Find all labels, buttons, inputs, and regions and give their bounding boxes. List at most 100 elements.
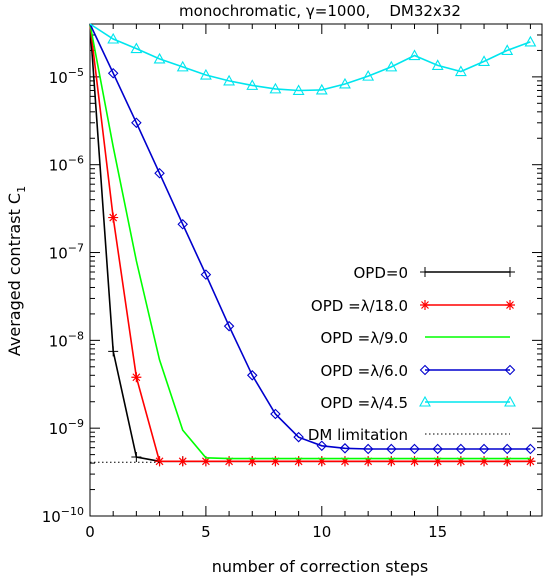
data-point bbox=[316, 456, 327, 467]
legend-marker bbox=[419, 395, 431, 407]
data-point bbox=[269, 82, 282, 94]
data-point bbox=[292, 84, 305, 96]
data-point bbox=[502, 456, 513, 467]
data-point bbox=[478, 443, 490, 455]
y-axis-label: Averaged contrast C1 bbox=[5, 186, 28, 356]
data-point bbox=[479, 456, 490, 467]
data-point bbox=[455, 456, 466, 467]
plot-frame bbox=[89, 23, 543, 517]
data-point bbox=[177, 456, 188, 467]
legend-marker bbox=[420, 267, 430, 277]
legend-item: OPD =λ/6.0 bbox=[320, 362, 516, 380]
legend-label: OPD =λ/6.0 bbox=[320, 362, 408, 380]
data-point bbox=[339, 456, 350, 467]
data-point bbox=[432, 456, 443, 467]
legend-item: OPD=0 bbox=[353, 264, 515, 282]
data-point bbox=[339, 77, 351, 89]
data-point bbox=[131, 372, 142, 383]
data-point bbox=[223, 74, 236, 86]
series-line bbox=[89, 23, 531, 92]
data-point bbox=[177, 218, 188, 230]
data-point bbox=[293, 456, 304, 467]
legend-marker bbox=[504, 395, 516, 407]
y-tick-label: 10−5 bbox=[49, 66, 84, 87]
y-tick-label: 10−9 bbox=[49, 417, 84, 438]
x-tick-label: 15 bbox=[428, 523, 447, 541]
y-tick-label: 10−6 bbox=[49, 154, 84, 175]
legend-marker bbox=[505, 300, 515, 310]
data-point bbox=[293, 431, 304, 443]
data-point bbox=[409, 456, 420, 467]
x-tick-label: 5 bbox=[201, 523, 211, 541]
data-point bbox=[386, 443, 397, 455]
data-point bbox=[199, 68, 212, 80]
data-point bbox=[524, 35, 537, 47]
data-point bbox=[339, 443, 351, 454]
data-point bbox=[385, 60, 398, 72]
data-point bbox=[362, 69, 375, 81]
legend-label: OPD =λ/4.5 bbox=[320, 394, 408, 412]
data-point bbox=[363, 456, 374, 467]
legend-item: OPD =λ/18.0 bbox=[311, 297, 515, 315]
data-point bbox=[409, 443, 420, 455]
data-point bbox=[431, 59, 444, 70]
plot-area: 0 5 10 15 10−10 10−9 10−8 10−7 10−6 10−5 OPD=0 OPD … bbox=[42, 23, 543, 541]
legend-item: DM limitation bbox=[308, 426, 510, 444]
data-point bbox=[108, 346, 119, 357]
legend-label: DM limitation bbox=[308, 426, 408, 444]
x-tick-label: 0 bbox=[85, 523, 95, 541]
data-point bbox=[130, 42, 143, 54]
legend-item: OPD =λ/9.0 bbox=[320, 329, 510, 347]
data-point bbox=[270, 456, 281, 467]
data-point bbox=[107, 67, 119, 79]
data-point bbox=[224, 456, 235, 467]
series-2 bbox=[89, 23, 536, 467]
data-point bbox=[525, 443, 536, 455]
data-point bbox=[153, 52, 166, 64]
data-point bbox=[107, 32, 120, 44]
data-point bbox=[131, 451, 142, 462]
data-point bbox=[432, 443, 443, 455]
data-point bbox=[525, 456, 536, 467]
data-point bbox=[478, 55, 490, 66]
data-point bbox=[200, 269, 212, 280]
series-line bbox=[89, 23, 531, 460]
legend-item: OPD =λ/4.5 bbox=[320, 394, 516, 412]
data-point bbox=[315, 83, 328, 95]
y-tick-label: 10−8 bbox=[49, 329, 84, 350]
data-point bbox=[362, 443, 374, 455]
data-point bbox=[501, 44, 514, 55]
data-point bbox=[246, 370, 258, 381]
legend: OPD=0 OPD =λ/18.0 OPD =λ/9.0 OPD =λ/6.0 OPD … bbox=[308, 264, 516, 444]
data-point bbox=[270, 408, 281, 420]
data-point bbox=[247, 456, 258, 467]
data-point bbox=[223, 320, 235, 332]
data-point bbox=[246, 79, 259, 90]
series-5 bbox=[89, 23, 537, 96]
data-point bbox=[131, 117, 142, 129]
data-point bbox=[408, 49, 421, 61]
legend-marker bbox=[505, 267, 515, 277]
y-tick-label: 10−7 bbox=[49, 242, 84, 263]
legend-marker bbox=[420, 300, 430, 310]
legend-label: OPD=0 bbox=[353, 264, 408, 282]
data-point bbox=[455, 443, 467, 455]
y-tick-label: 10−10 bbox=[42, 505, 84, 526]
y-axis-label-text: Averaged contrast C bbox=[5, 193, 24, 356]
data-point bbox=[501, 443, 513, 455]
data-point bbox=[316, 440, 328, 452]
x-axis-label: number of correction steps bbox=[212, 557, 428, 576]
data-point bbox=[154, 456, 165, 467]
series-line bbox=[89, 23, 531, 450]
chart-title: monochromatic, γ=1000, DM32x32 bbox=[179, 2, 461, 20]
series-4 bbox=[89, 23, 536, 455]
data-point bbox=[154, 167, 165, 179]
legend-marker bbox=[504, 364, 516, 376]
legend-label: OPD =λ/18.0 bbox=[311, 297, 408, 315]
data-point bbox=[386, 456, 397, 467]
series-3 bbox=[89, 23, 531, 460]
data-point bbox=[454, 65, 467, 77]
data-point bbox=[108, 212, 119, 223]
x-tick-label: 10 bbox=[312, 523, 331, 541]
